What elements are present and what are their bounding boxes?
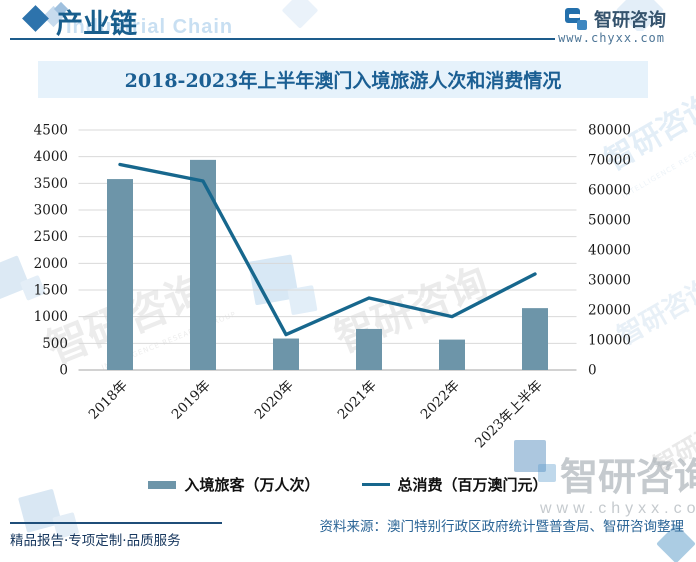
- x-axis-label: 2020年: [252, 378, 297, 423]
- bar-legend-swatch: [148, 480, 177, 489]
- header-title-watermark: Industrial Chain: [66, 16, 234, 38]
- right-axis-tick: 20000: [588, 303, 631, 319]
- footer-tagline: 精品报告·专项定制·品质服务: [10, 533, 181, 549]
- left-axis-tick: 4500: [34, 123, 68, 139]
- left-axis-tick: 1500: [34, 283, 68, 299]
- right-axis-tick: 30000: [588, 273, 631, 289]
- header: Industrial Chain 产业链 智研咨询 www.chyxx.com: [0, 0, 696, 48]
- right-axis-tick: 50000: [588, 213, 631, 229]
- line-legend-label: 总消费（百万澳门元）: [397, 476, 548, 494]
- bar-2022年: [439, 339, 465, 370]
- x-axis-label: 2023年上半年: [472, 378, 546, 452]
- left-axis-tick: 0: [59, 363, 68, 379]
- left-axis-tick: 500: [42, 336, 68, 352]
- right-axis-tick: 40000: [588, 243, 631, 259]
- bar-2020年: [273, 338, 299, 370]
- left-axis-tick: 3000: [34, 203, 68, 219]
- x-axis-label: 2021年: [335, 378, 380, 423]
- bar-2018年: [107, 179, 133, 370]
- chart-legend: 入境旅客（万人次） 总消费（百万澳门元）: [0, 474, 696, 495]
- page-title: 产业链: [56, 9, 137, 40]
- chart-title-band: 2018-2023年上半年澳门入境旅游人次和消费情况: [38, 61, 648, 98]
- legend-item-bar: 入境旅客（万人次）: [148, 474, 320, 495]
- right-axis-tick: 60000: [588, 183, 631, 199]
- bar-2021年: [356, 328, 382, 370]
- footer-divider: [10, 522, 222, 524]
- data-source-note: 资料来源：澳门特别行政区政府统计暨普查局、智研咨询整理: [319, 519, 685, 535]
- bar-2019年: [190, 159, 216, 370]
- brand-url-link[interactable]: www.chyxx.com: [555, 31, 668, 45]
- right-axis-tick: 10000: [588, 333, 631, 349]
- legend-item-line: 总消费（百万澳门元）: [361, 474, 548, 495]
- right-axis-tick: 70000: [588, 153, 631, 169]
- trend-line: [118, 162, 537, 337]
- x-axis-label: 2022年: [418, 378, 463, 423]
- header-divider: [10, 38, 578, 40]
- left-axis-tick: 2000: [34, 256, 68, 272]
- bar-2023年上半年: [522, 308, 548, 370]
- brand-logo: 智研咨询: [565, 6, 666, 32]
- left-axis-tick: 3500: [34, 176, 68, 192]
- brand-name: 智研咨询: [594, 10, 666, 30]
- brand-logo-icon: [565, 8, 587, 30]
- chart-title: 2018-2023年上半年澳门入境旅游人次和消费情况: [124, 70, 562, 92]
- right-axis-tick: 80000: [588, 123, 631, 139]
- x-axis-label: 2018年: [86, 378, 131, 423]
- bar-legend-label: 入境旅客（万人次）: [184, 476, 320, 494]
- combo-chart: 0 500 1000 1500 2000 2500 3000 3500 4000 4500 0 100…: [34, 123, 631, 452]
- left-axis-tick: 2500: [34, 229, 68, 245]
- line-legend-swatch: [361, 483, 390, 486]
- left-axis-tick: 1000: [34, 309, 68, 325]
- left-axis-tick: 4000: [34, 149, 68, 165]
- x-axis-label: 2019年: [169, 378, 214, 423]
- right-axis-tick: 0: [588, 363, 597, 379]
